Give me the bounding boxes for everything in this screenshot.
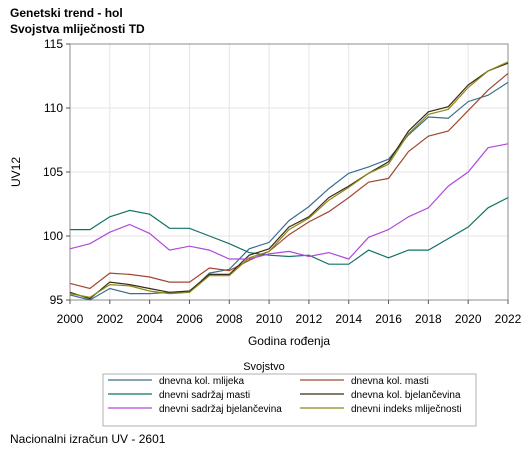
x-tick-label: 2010 <box>256 312 283 326</box>
series-line-dnevni-sadr-aj-bjelan-evina <box>69 143 509 260</box>
x-tick-label: 2020 <box>455 312 482 326</box>
x-axis-label: Godina rođenja <box>248 334 330 348</box>
y-tick-label: 110 <box>44 101 63 115</box>
series-line-dnevni-indeks-mlije-nosti <box>69 61 509 299</box>
legend-label: dnevna kol. mlijeka <box>159 376 244 387</box>
x-tick-label: 2004 <box>136 312 163 326</box>
series-line-dnevna-kol-mlijeka <box>69 81 509 301</box>
legend-label: dnevni indeks mliječnosti <box>351 404 462 415</box>
x-tick-label: 2018 <box>415 312 442 326</box>
legend-box <box>102 373 477 427</box>
y-tick-label: 105 <box>43 165 63 179</box>
legend: Svojstvo dnevna kol. mlijeka dnevna kol. … <box>102 361 477 427</box>
y-axis-label: UV12 <box>9 157 23 187</box>
x-tick-label: 2022 <box>495 312 522 326</box>
y-axis: 95 100 105 110 115 <box>43 37 70 307</box>
x-tick-label: 2012 <box>296 312 323 326</box>
legend-label: dnevni sadržaj bjelančevina <box>159 404 282 415</box>
legend-title: Svojstvo <box>243 361 285 373</box>
legend-label: dnevna kol. bjelančevina <box>351 390 461 401</box>
series-line-dnevna-kol-masti <box>69 72 509 290</box>
footnote: Nacionalni izračun UV - 2601 <box>10 432 166 446</box>
x-tick-label: 2016 <box>375 312 402 326</box>
y-tick-label: 95 <box>50 293 64 307</box>
x-tick-label: 2002 <box>96 312 123 326</box>
chart-subtitle: Svojstva mliječnosti TD <box>10 22 145 36</box>
legend-label: dnevni sadržaj masti <box>159 390 250 401</box>
x-tick-label: 2006 <box>176 312 203 326</box>
x-axis: 2000 2002 2004 2006 2008 2010 2012 2014 2016 2018… <box>57 300 522 326</box>
y-tick-label: 100 <box>43 229 63 243</box>
grid-lines <box>69 43 509 301</box>
chart-title: Genetski trend - hol <box>10 6 123 20</box>
legend-label: dnevna kol. masti <box>351 376 429 387</box>
x-tick-label: 2014 <box>335 312 362 326</box>
x-tick-label: 2000 <box>57 312 84 326</box>
x-tick-label: 2008 <box>216 312 243 326</box>
series-line-dnevna-kol-bjelan-evina <box>69 62 509 300</box>
series-line-dnevni-sadr-aj-masti <box>70 197 509 265</box>
series-layer <box>69 61 509 301</box>
y-tick-label: 115 <box>44 37 63 51</box>
